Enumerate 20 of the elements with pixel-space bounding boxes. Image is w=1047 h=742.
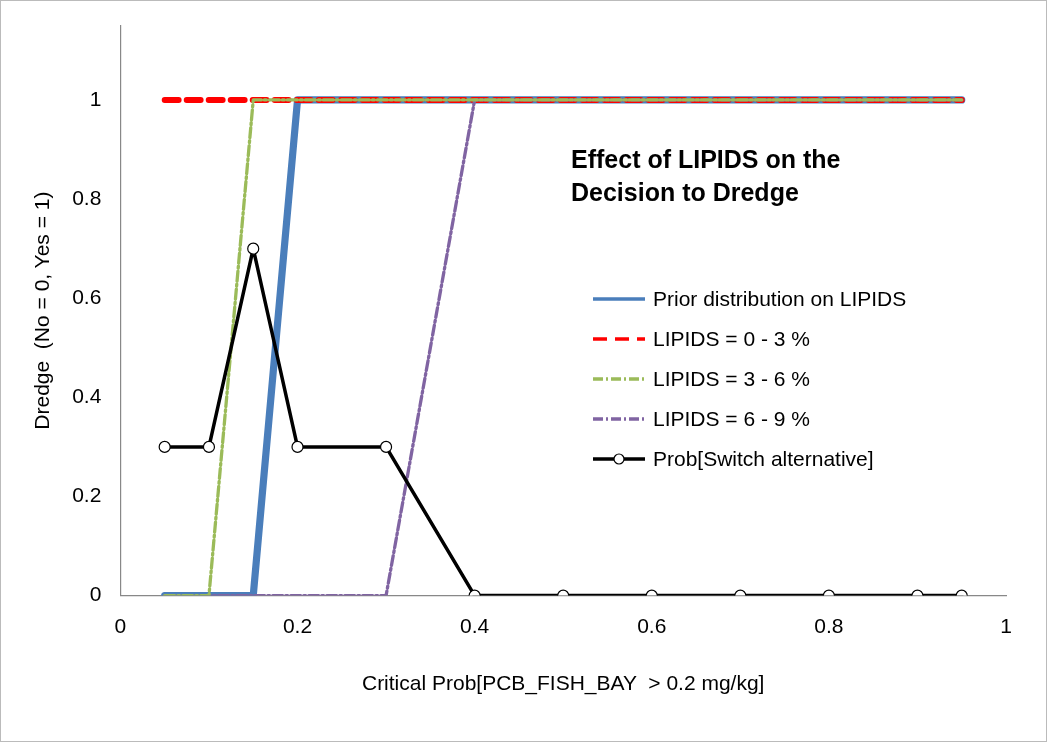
y-tick-label: 0.6 bbox=[72, 285, 102, 309]
y-tick-label: 0 bbox=[89, 582, 102, 606]
legend-label: Prior distribution on LIPIDS bbox=[653, 287, 907, 311]
legend-label: LIPIDS = 6 - 9 % bbox=[653, 407, 810, 431]
y-axis-title: Dredge (No = 0, Yes = 1) bbox=[30, 191, 54, 430]
x-tick-label: 0.6 bbox=[637, 614, 667, 637]
text: Effect of LIPIDS on the Decision to Dredge bbox=[571, 144, 842, 208]
x-tick-label: 0.2 bbox=[282, 614, 313, 637]
legend-label: LIPIDS = 0 - 3 % bbox=[653, 327, 810, 351]
y-tick-label: 0.2 bbox=[72, 483, 102, 507]
x-tick-label: 0.4 bbox=[460, 614, 490, 637]
x-tick-label: 0.8 bbox=[814, 614, 844, 637]
y-tick-label: 1 bbox=[89, 86, 102, 110]
x-tick-label: 0 bbox=[114, 614, 127, 637]
x-tick-label: 1 bbox=[1000, 614, 1012, 637]
legend-label: Prob[Switch alternative] bbox=[653, 447, 874, 471]
y-tick-label: 0.4 bbox=[72, 384, 102, 408]
legend-label: LIPIDS = 3 - 6 % bbox=[653, 367, 810, 391]
y-tick-label: 0.8 bbox=[72, 185, 102, 209]
x-axis-title: Critical Prob[PCB_FISH_BAY > 0.2 mg/kg] bbox=[361, 671, 765, 696]
